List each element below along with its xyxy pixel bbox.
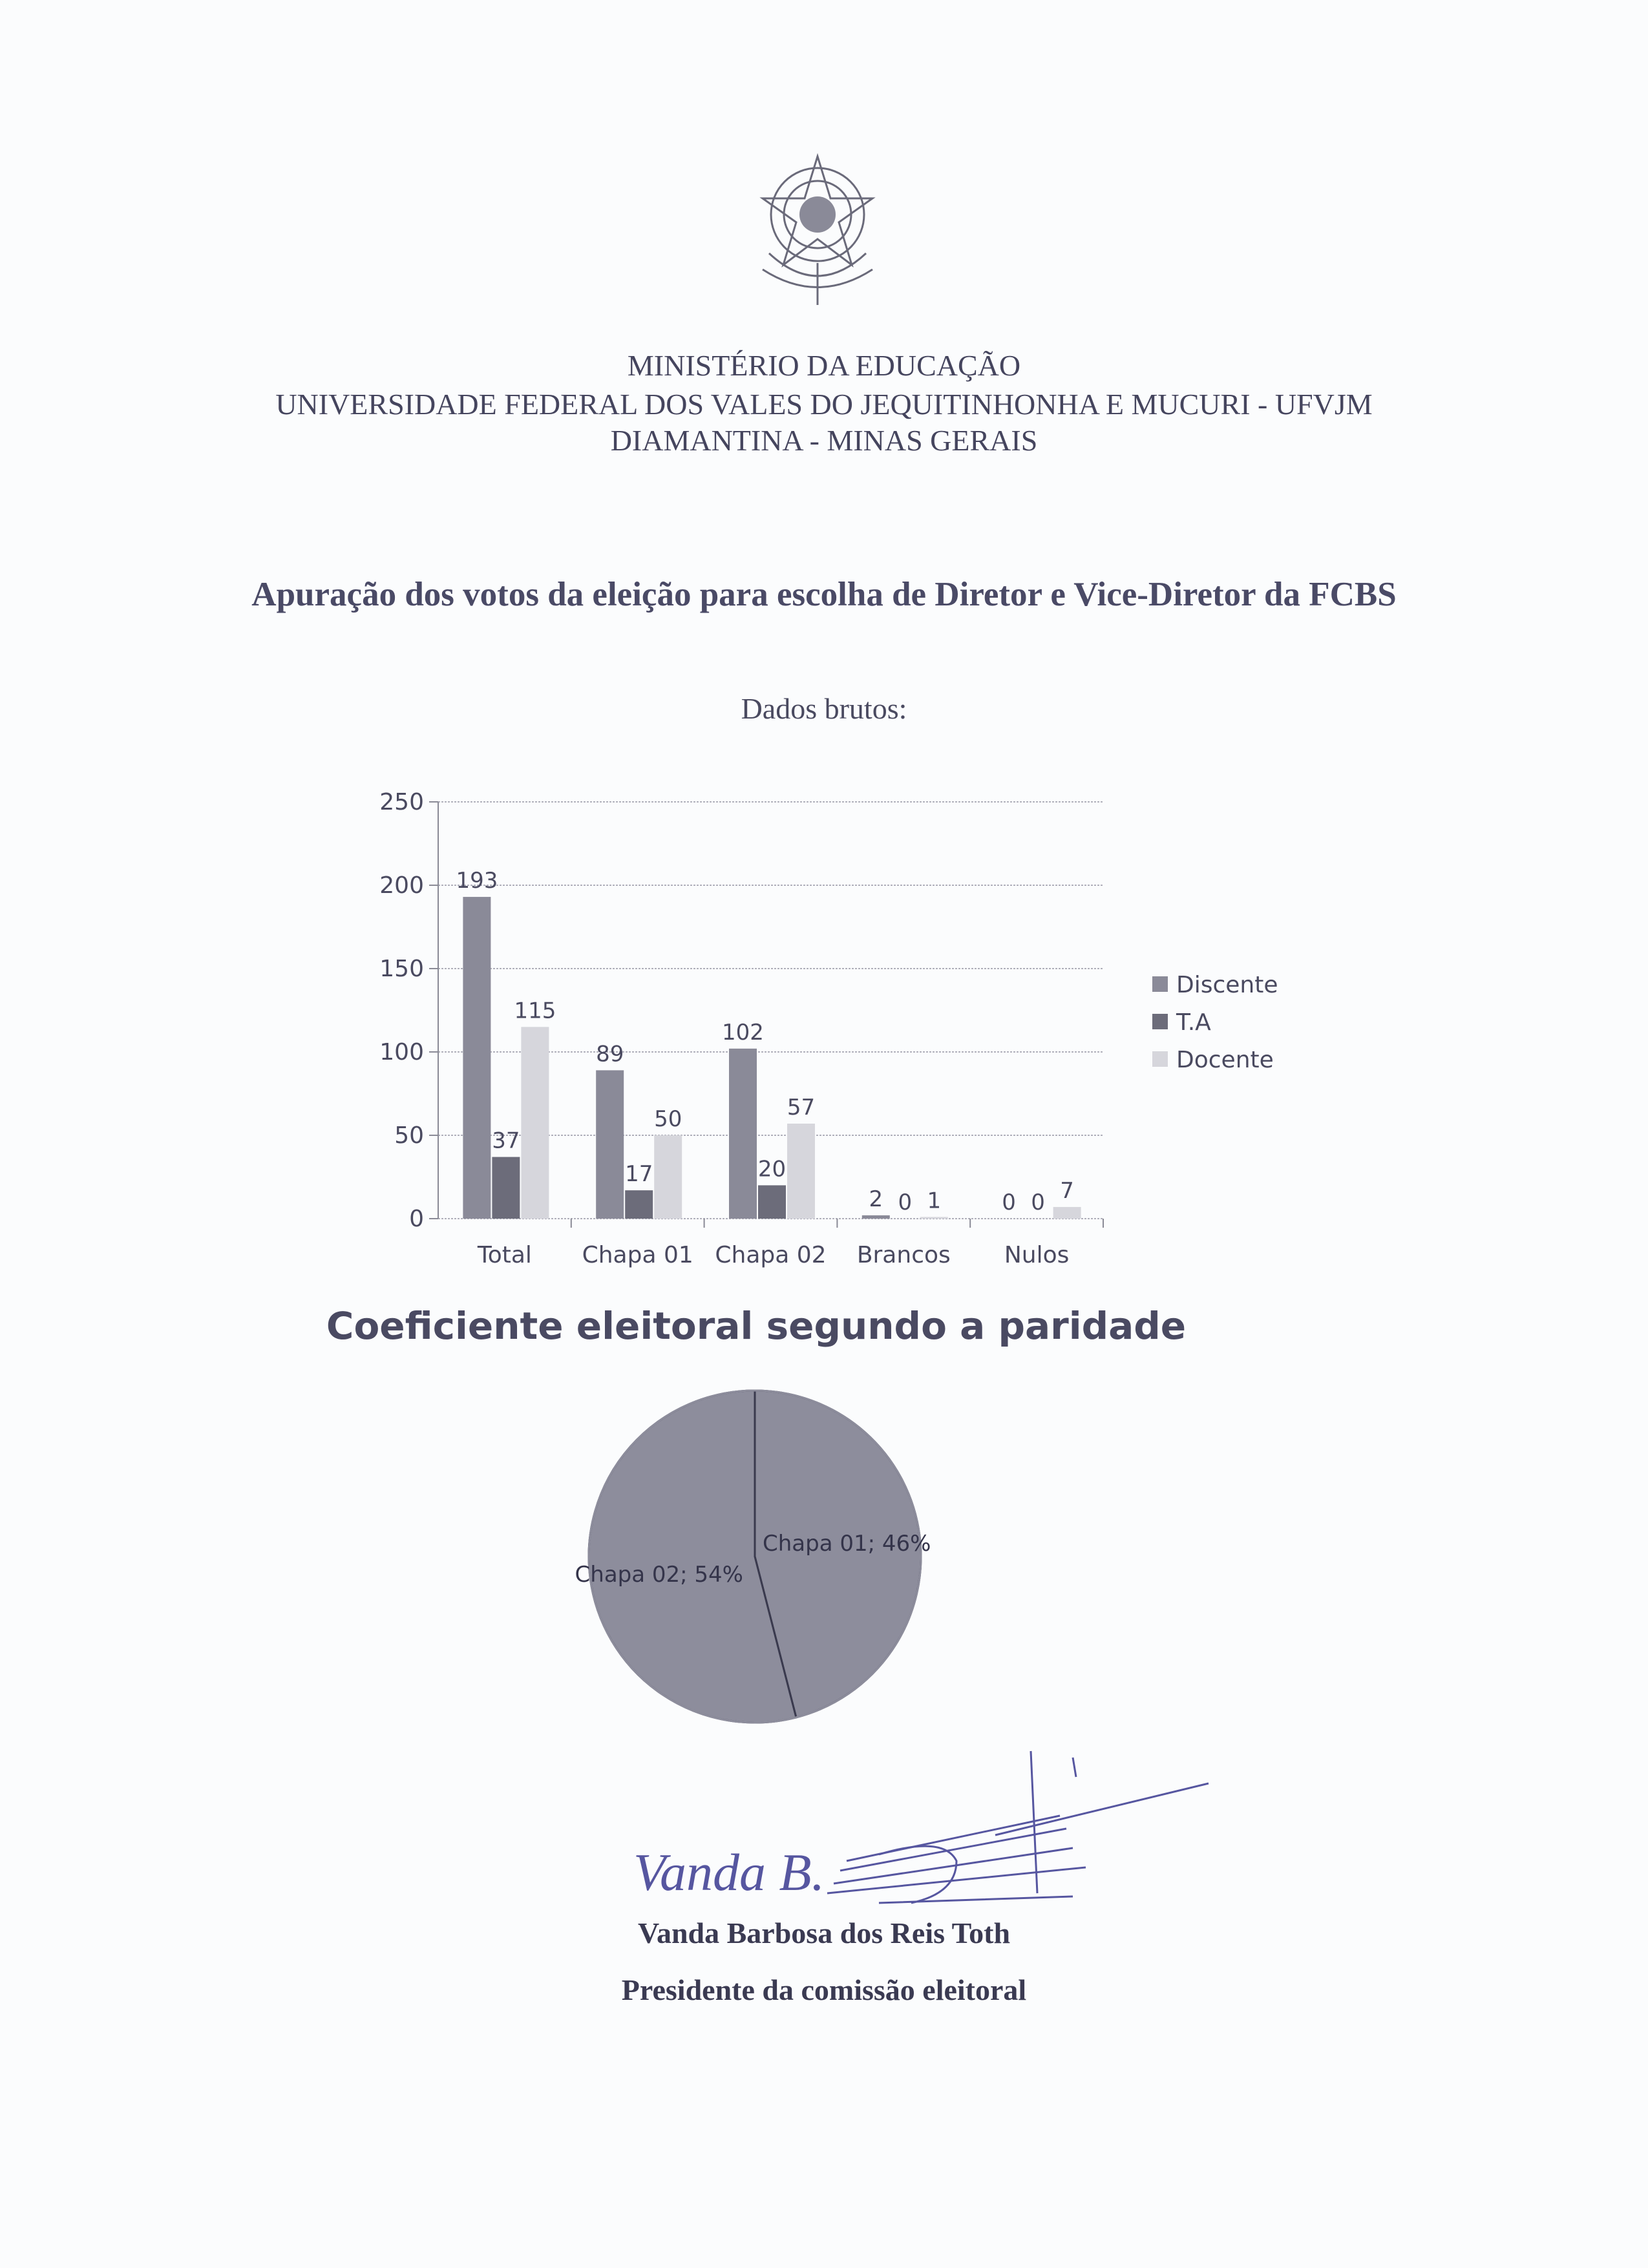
- y-tick-label: 150: [379, 956, 424, 982]
- university-line: UNIVERSIDADE FEDERAL DOS VALES DO JEQUIT…: [275, 388, 1373, 421]
- pie-label: Chapa 02; 54%: [575, 1562, 743, 1588]
- bar-value-label: 89: [596, 1041, 624, 1067]
- y-tick-label: 100: [379, 1039, 424, 1066]
- bar-value-label: 20: [758, 1156, 786, 1182]
- pie-title: Coeficiente eleitoral segundo a paridade: [326, 1304, 1187, 1348]
- bar-docente: [920, 1217, 948, 1219]
- bar-docente: [1053, 1206, 1081, 1219]
- city-line: DIAMANTINA - MINAS GERAIS: [610, 424, 1038, 457]
- bar-value-label: 102: [722, 1020, 764, 1045]
- y-tick-label: 250: [379, 789, 424, 815]
- pie-outline: [587, 1389, 922, 1724]
- x-category-label: Chapa 01: [582, 1242, 693, 1268]
- bar-ta: [492, 1157, 520, 1219]
- document-subtitle: Dados brutos:: [741, 692, 907, 725]
- x-category-label: Brancos: [857, 1242, 951, 1268]
- signature-handwriting: Vanda B.: [633, 1843, 825, 1902]
- x-category-label: Chapa 02: [715, 1242, 826, 1268]
- bar-discente: [596, 1070, 624, 1219]
- signatory-name: Vanda Barbosa dos Reis Toth: [637, 1916, 1011, 1949]
- x-category-label: Total: [477, 1242, 532, 1268]
- document-title: Apuração dos votos da eleição para escol…: [251, 576, 1397, 613]
- bar-docente: [787, 1123, 815, 1219]
- bar-discente: [729, 1048, 757, 1219]
- bar-discente: [463, 897, 491, 1219]
- legend-swatch: [1152, 1014, 1168, 1029]
- bar-value-label: 193: [456, 868, 498, 894]
- handwritten-signature: Vanda B.: [633, 1750, 1209, 1904]
- bar-value-label: 1: [927, 1188, 941, 1213]
- bar-ta: [625, 1190, 653, 1219]
- legend-label: Docente: [1176, 1047, 1274, 1073]
- legend-swatch: [1152, 976, 1168, 992]
- bar-value-label: 37: [492, 1128, 520, 1154]
- bar-value-label: 50: [654, 1106, 682, 1132]
- bar-value-label: 0: [1002, 1190, 1016, 1215]
- bar-discente: [861, 1215, 890, 1219]
- bar-ta: [758, 1185, 786, 1219]
- bar-value-label: 17: [625, 1161, 653, 1187]
- legend-swatch: [1152, 1051, 1168, 1067]
- bar-docente: [654, 1135, 682, 1219]
- bar-value-label: 57: [787, 1095, 815, 1120]
- signatory-role: Presidente da comissão eleitoral: [621, 1973, 1027, 2006]
- legend-label: Discente: [1176, 972, 1278, 998]
- bar-value-label: 7: [1060, 1178, 1074, 1204]
- bar-docente: [521, 1027, 549, 1219]
- y-tick-label: 200: [379, 872, 424, 899]
- bar-value-label: 0: [1031, 1190, 1045, 1215]
- ministry-line: MINISTÉRIO DA EDUCAÇÃO: [627, 349, 1021, 382]
- pie-label: Chapa 01; 46%: [763, 1531, 931, 1557]
- bar-value-label: 115: [514, 998, 556, 1024]
- legend-label: T.A: [1176, 1009, 1211, 1036]
- y-tick-label: 50: [394, 1122, 424, 1149]
- y-tick-label: 0: [409, 1206, 424, 1232]
- bar-value-label: 2: [869, 1186, 883, 1212]
- bar-value-label: 0: [898, 1190, 912, 1215]
- coat-of-arms-emblem: [759, 152, 876, 305]
- x-category-label: Nulos: [1004, 1242, 1070, 1268]
